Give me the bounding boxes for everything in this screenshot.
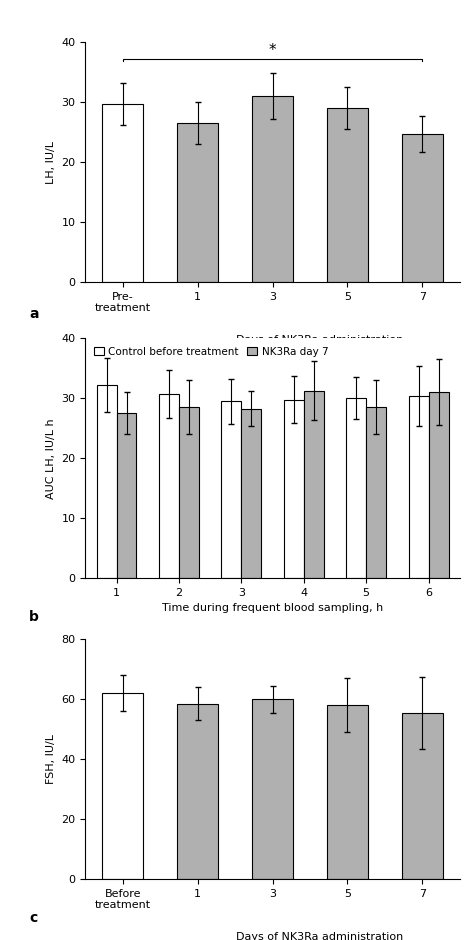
Bar [402, 713, 443, 879]
Bar [102, 104, 143, 282]
Bar [304, 390, 324, 578]
Bar [117, 414, 137, 578]
Legend: Control before treatment, NK3Ra day 7: Control before treatment, NK3Ra day 7 [91, 344, 331, 360]
Bar [346, 399, 366, 578]
Bar [327, 108, 368, 282]
Bar [97, 385, 117, 578]
Text: b: b [29, 610, 39, 624]
Bar [177, 704, 218, 879]
Text: c: c [29, 911, 37, 925]
X-axis label: Time during frequent blood sampling, h: Time during frequent blood sampling, h [162, 603, 383, 614]
Bar [179, 407, 199, 578]
Bar [428, 392, 448, 578]
Bar [159, 394, 179, 578]
Bar [327, 705, 368, 879]
Bar [221, 401, 241, 578]
Bar [284, 400, 304, 578]
Bar [409, 396, 428, 578]
Text: Days of NK3Ra administration: Days of NK3Ra administration [236, 932, 403, 940]
Y-axis label: FSH, IU/L: FSH, IU/L [46, 734, 56, 784]
Bar [366, 407, 386, 578]
Text: a: a [29, 307, 39, 321]
Bar [252, 699, 293, 879]
Text: *: * [269, 43, 276, 58]
Bar [252, 96, 293, 282]
Y-axis label: AUC LH, IU/L h: AUC LH, IU/L h [46, 418, 56, 498]
Bar [402, 134, 443, 282]
Bar [241, 409, 261, 578]
Y-axis label: LH, IU/L: LH, IU/L [46, 141, 56, 183]
Bar [177, 123, 218, 282]
Bar [102, 693, 143, 879]
Text: Days of NK3Ra administration: Days of NK3Ra administration [236, 335, 403, 345]
